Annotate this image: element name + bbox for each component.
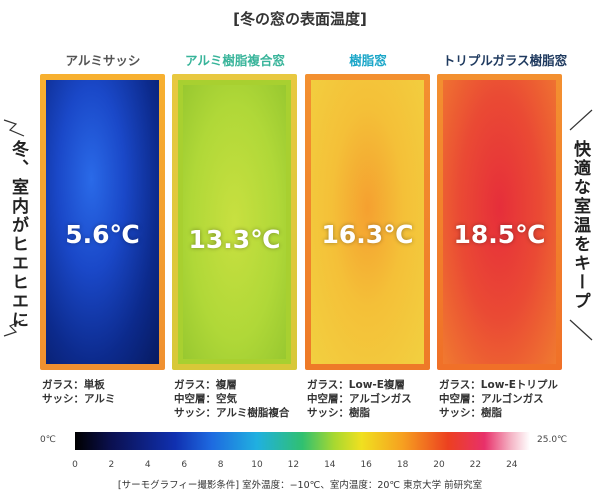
scale-tick-label: 12 <box>287 460 300 470</box>
scale-tick-label: 4 <box>144 460 151 470</box>
decoration <box>3 119 25 337</box>
scale-tick-label: 6 <box>181 460 188 470</box>
specs: ガラス：複層 中空層：空気 サッシ：アルミ樹脂複合 <box>174 378 289 420</box>
temperature: 5.6℃ <box>65 220 140 249</box>
scale-tick-label: 2 <box>108 460 115 470</box>
spec: ガラス：複層 <box>174 379 237 391</box>
thermal-image: 5.6℃ <box>40 74 165 370</box>
spec: 中空層：アルゴンガス <box>307 393 412 405</box>
left-caption: 冬、室内がヒエヒエに <box>8 140 28 330</box>
scale-tick-label: 18 <box>396 460 409 470</box>
window-name: アルミ樹脂複合窓 <box>185 53 285 68</box>
temperature: 16.3℃ <box>321 220 414 249</box>
spec: ガラス：Low-Eトリプル <box>439 379 558 391</box>
scale-min: 0℃ <box>40 435 56 445</box>
window-name: トリプルガラス樹脂窓 <box>442 53 568 68</box>
right-caption: 快適な室温をキープ <box>570 140 590 311</box>
specs: ガラス：単板 サッシ：アルミ <box>42 378 115 406</box>
scale-tick-label: 14 <box>324 460 336 470</box>
thermal-image: 13.3℃ <box>172 74 297 370</box>
scale-tick-label: 8 <box>217 460 224 470</box>
scale-max: 25.0℃ <box>537 435 568 445</box>
temperature: 18.5℃ <box>453 220 546 249</box>
spec: 中空層：アルゴンガス <box>439 393 544 405</box>
scale-tick-label: 20 <box>433 460 445 470</box>
spec: サッシ：樹脂 <box>307 407 370 419</box>
specs: ガラス：Low-Eトリプル 中空層：アルゴンガス サッシ：樹脂 <box>439 378 558 420</box>
window-name: アルミサッシ <box>65 53 141 68</box>
spec: サッシ：アルミ <box>42 393 116 405</box>
thermal-image: 18.5℃ <box>437 74 562 370</box>
decoration <box>569 109 593 341</box>
title: [冬の窓の表面温度] <box>233 10 367 28</box>
scale-tick-label: 16 <box>360 460 372 470</box>
spec: サッシ：アルミ樹脂複合 <box>174 407 290 419</box>
scale-tick-label: 10 <box>251 460 263 470</box>
specs: ガラス：Low-E複層 中空層：アルゴンガス サッシ：樹脂 <box>307 378 412 420</box>
footnote: [サーモグラフィー撮影条件] 室外温度：−10℃、室内温度：20℃ 東京大学 前… <box>117 480 483 491</box>
window-name: 樹脂窓 <box>349 53 387 68</box>
scale-tick-label: 22 <box>469 460 482 470</box>
spec: ガラス：単板 <box>42 379 105 391</box>
color-scale <box>75 432 530 450</box>
spec: サッシ：樹脂 <box>439 407 502 419</box>
scale-tick-label: 24 <box>506 460 518 470</box>
scale-tick-label: 0 <box>72 460 78 470</box>
temperature: 13.3℃ <box>188 225 281 254</box>
spec: ガラス：Low-E複層 <box>307 379 405 391</box>
spec: 中空層：空気 <box>174 393 237 405</box>
thermal-image: 16.3℃ <box>305 74 430 370</box>
